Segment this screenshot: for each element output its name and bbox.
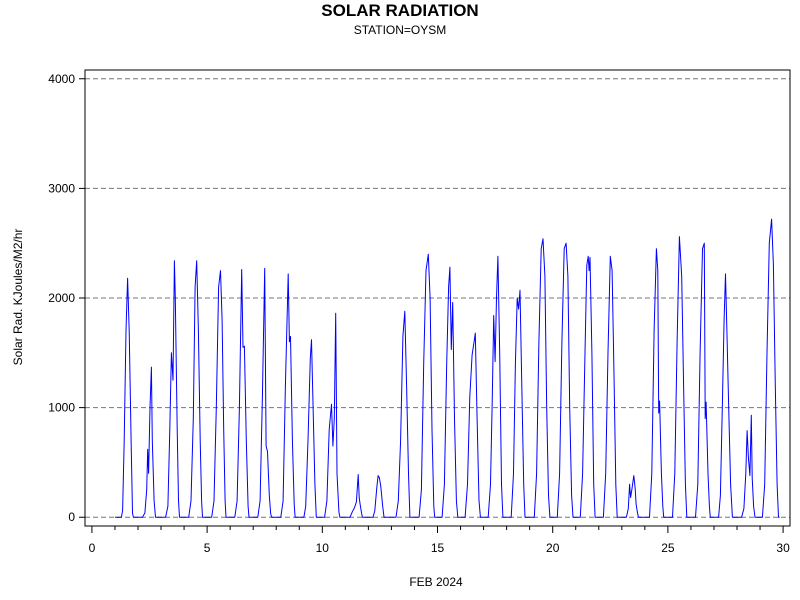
x-axis-title: FEB 2024: [409, 575, 463, 589]
x-tick-label: 10: [316, 541, 330, 555]
x-tick-label: 5: [204, 541, 211, 555]
x-tick-label: 30: [776, 541, 790, 555]
series-layer: [115, 218, 780, 518]
chart-title: SOLAR RADIATION: [321, 1, 479, 20]
x-tick-label: 0: [89, 541, 96, 555]
y-tick-label: 3000: [48, 181, 75, 195]
gridlines: [85, 78, 790, 518]
y-tick-label: 2000: [48, 291, 75, 305]
y-tick-label: 0: [68, 510, 75, 524]
series-line: [115, 218, 780, 518]
y-tick-label: 4000: [48, 72, 75, 86]
y-tick-label: 1000: [48, 401, 75, 415]
x-tick-label: 20: [546, 541, 560, 555]
x-tick-label: 15: [431, 541, 445, 555]
chart-subtitle: STATION=OYSM: [353, 23, 447, 37]
y-axis-title: Solar Rad. KJoules/M2/hr: [11, 229, 25, 366]
x-tick-label: 25: [661, 541, 675, 555]
ticks: 0 1000 2000 3000 4000 0 5 10 15 20 25 30: [48, 72, 790, 555]
